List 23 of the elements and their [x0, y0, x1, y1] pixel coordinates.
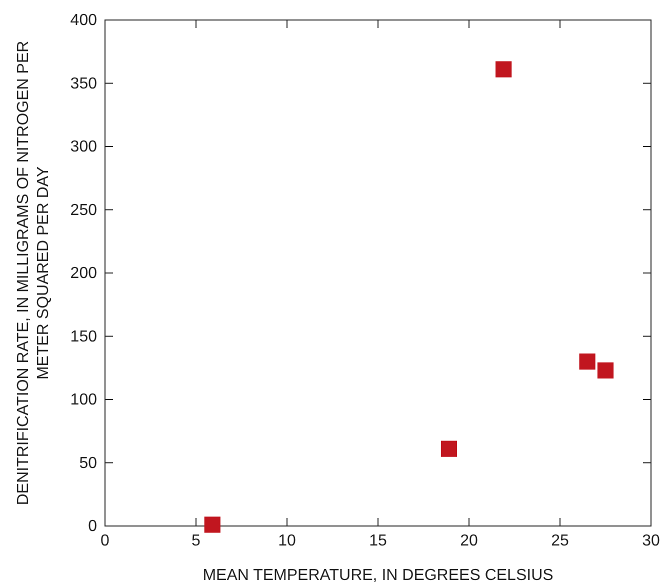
- y-tick-label: 150: [70, 328, 98, 346]
- x-tick-label: 20: [460, 532, 478, 550]
- y-tick-label: 0: [88, 518, 98, 536]
- x-tick-label: 5: [192, 532, 201, 550]
- y-tick-label: 300: [70, 138, 98, 156]
- y-tick-label: 200: [70, 265, 98, 282]
- y-tick-label: 350: [70, 75, 98, 92]
- point: [204, 516, 220, 533]
- x-tick-label: 30: [642, 532, 660, 550]
- x-tick-label: 25: [551, 532, 569, 550]
- y-axis-title: DENITRIFICATION RATE, IN MILLIGRAMS OF NITROGEN PER METER SQUARED PER DAY: [15, 40, 52, 506]
- y-tick-label: 50: [79, 454, 98, 472]
- y-tick-label: 400: [70, 12, 98, 30]
- point: [496, 61, 512, 78]
- point: [440, 440, 458, 457]
- point: [597, 362, 614, 378]
- x-tick-label: 15: [369, 532, 387, 550]
- point: [579, 353, 596, 370]
- x-axis-title: MEAN TEMPERATURE, IN DEGREES CELSIUS: [202, 567, 554, 584]
- y-tick-label: 250: [70, 202, 98, 219]
- y-tick-label: 100: [70, 392, 98, 409]
- x-tick-label: 10: [278, 532, 296, 550]
- x-tick-label: 0: [100, 532, 110, 550]
